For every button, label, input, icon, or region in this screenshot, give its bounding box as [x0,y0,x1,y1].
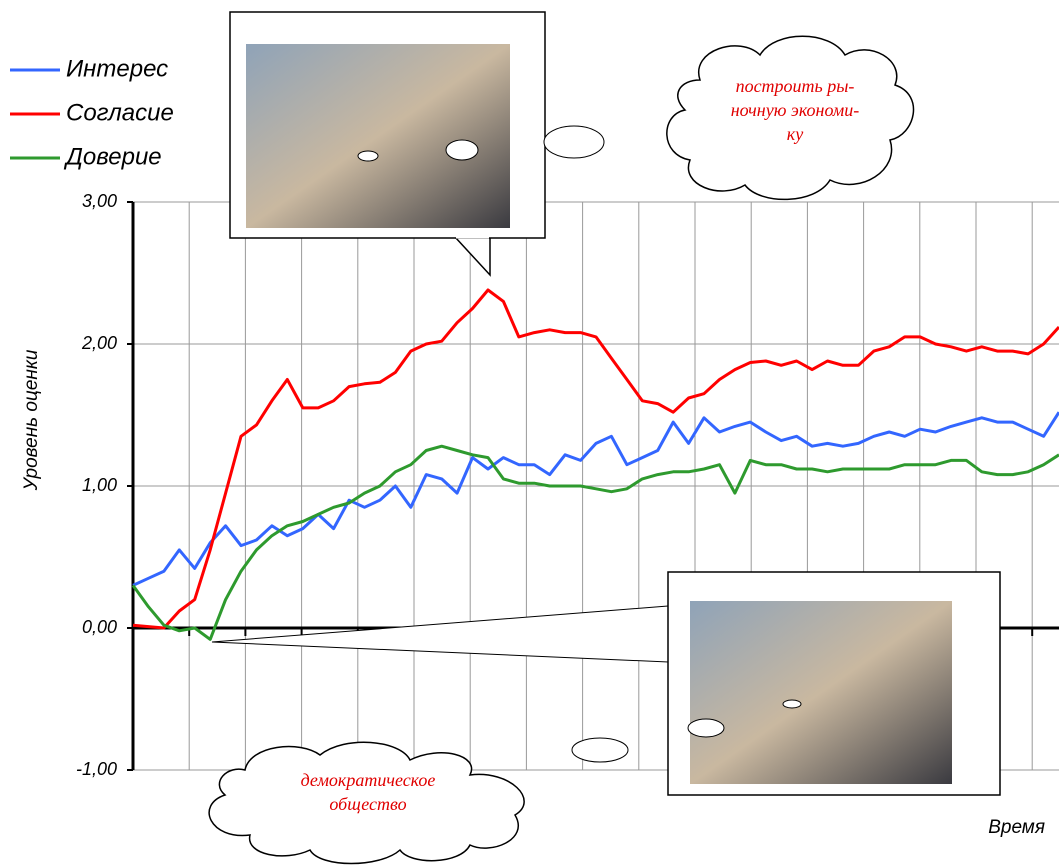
cloud-text: демократическое общество [301,770,436,814]
legend-label: Интерес [66,55,168,82]
legend-label: Согласие [66,99,174,126]
thought-bubble [543,125,605,159]
y-tick-label: 2,00 [81,333,117,353]
cloud-text: построить ры-ночную экономи-ку [731,76,860,144]
photo-callout [229,11,546,277]
cloud [666,35,915,201]
thought-bubble [571,737,629,763]
y-tick-label: -1,00 [76,759,117,779]
cloud-line: ночную экономи- [731,100,860,120]
series-line [131,444,1059,641]
cloud [208,741,525,865]
cloud-line: общество [329,794,406,814]
legend: Интерес Согласие Доверие [10,55,174,170]
y-axis-label: Уровень оценки [21,349,42,491]
cloud-line: построить ры- [736,76,855,96]
photo-callout [211,571,1001,796]
y-tick-label: 3,00 [82,191,117,211]
y-tick-label: 1,00 [82,475,117,495]
y-tick-label: 0,00 [82,617,117,637]
series-line [132,288,1059,630]
cloud-line: демократическое [301,770,436,790]
cloud-line: ку [787,124,803,144]
legend-label: Доверие [63,143,162,170]
x-axis-label: Время [988,817,1045,838]
series-line [132,411,1059,587]
